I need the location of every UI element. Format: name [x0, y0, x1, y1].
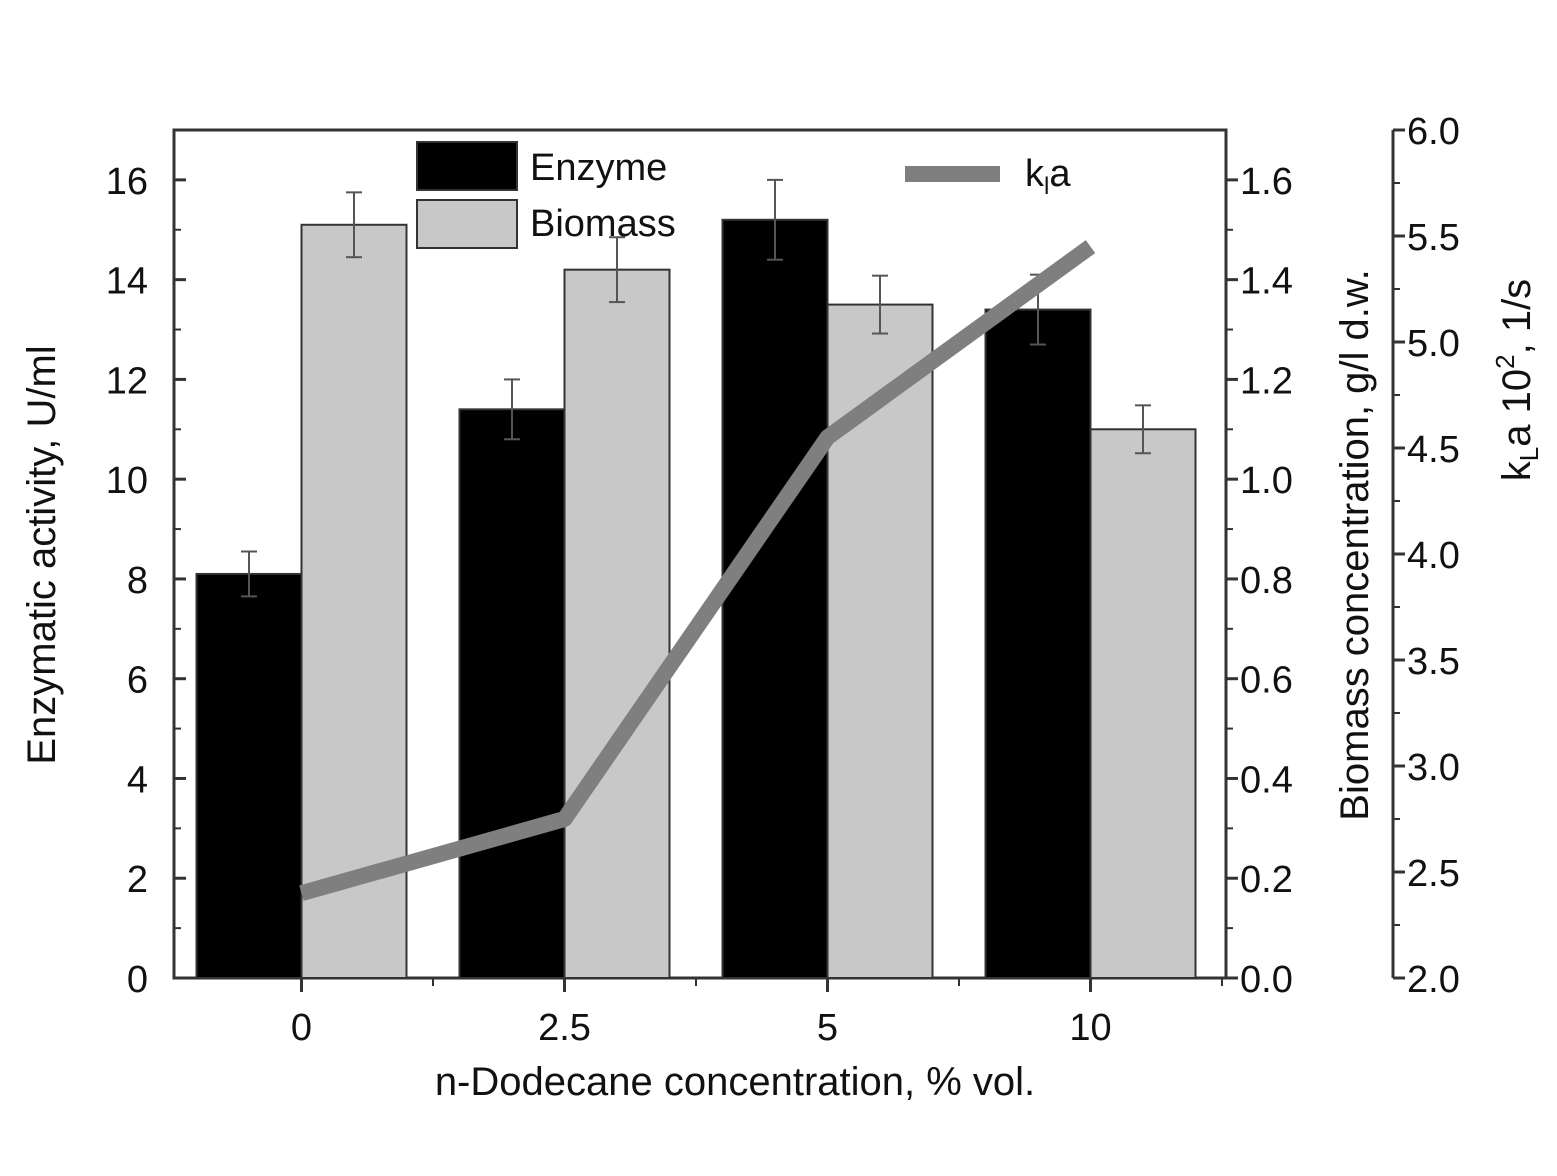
error-bar-enzyme-0: [241, 550, 257, 598]
right-axis-tick-label-5: 4.5: [1407, 429, 1460, 471]
right-axis-title-sup: 2: [1490, 354, 1520, 368]
bars-group: [195, 218, 1197, 980]
right-axis-tick-label-6: 5.0: [1407, 323, 1460, 365]
legend-kla-label: kla: [1025, 153, 1071, 200]
right-axis-tick-label-7: 5.5: [1407, 217, 1460, 259]
middle-axis: 0.0 0.2 0.4 0.6 0.8 1.0 1.2 1.4 1.6: [1226, 161, 1293, 1001]
right-axis-title-mid: a 10: [1495, 369, 1539, 447]
left-axis-tick-label-1: 2: [127, 859, 148, 901]
middle-axis-tick-label-1: 0.2: [1240, 859, 1293, 901]
right-axis-tick-label-4: 4.0: [1407, 535, 1460, 577]
middle-axis-tick-label-2: 0.4: [1240, 759, 1293, 801]
middle-axis-tick-label-7: 1.4: [1240, 261, 1293, 303]
bar-enzyme-2: [721, 218, 829, 980]
legend-enzyme-label: Enzyme: [530, 147, 667, 189]
middle-axis-tick-label-5: 1.0: [1240, 460, 1293, 502]
middle-axis-title: Biomass concentration, g/l d.w.: [1333, 269, 1377, 820]
left-axis-tick-label-8: 16: [106, 161, 148, 203]
kla-line: [299, 240, 1096, 901]
right-axis-title: kLa 102, 1/s: [1490, 279, 1544, 481]
middle-axis-tick-label-0: 0.0: [1240, 959, 1293, 1001]
left-axis-tick-label-0: 0: [127, 959, 148, 1001]
bar-enzyme-1: [458, 408, 566, 979]
legend-kla-a: a: [1049, 153, 1071, 195]
middle-axis-tick-label-3: 0.6: [1240, 660, 1293, 702]
right-axis-title-sub: L: [1514, 447, 1544, 461]
bar-biomass-3: [1089, 428, 1197, 979]
x-axis-title: n-Dodecane concentration, % vol.: [435, 1060, 1035, 1104]
left-axis-tick-label-7: 14: [106, 261, 148, 303]
legend-biomass-label: Biomass: [530, 203, 676, 245]
kla-line-group: [299, 240, 1096, 901]
bar-enzyme-3: [984, 308, 1092, 979]
x-axis: 0 2.5 5 10: [291, 978, 1223, 1049]
right-axis-tick-label-3: 3.5: [1407, 641, 1460, 683]
right-axis-tick-label-1: 2.5: [1407, 853, 1460, 895]
error-bar-biomass-3: [1135, 404, 1151, 455]
legend-kla-k: k: [1025, 153, 1045, 195]
x-axis-tick-label-1: 2.5: [538, 1007, 591, 1049]
left-axis-tick-label-2: 4: [127, 759, 148, 801]
left-axis-tick-label-4: 8: [127, 560, 148, 602]
error-bar-biomass-0: [346, 191, 362, 259]
error-bars-group: [241, 178, 1151, 598]
middle-axis-tick-label-6: 1.2: [1240, 360, 1293, 402]
right-axis: 2.0 2.5 3.0 3.5 4.0 4.5 5.0 5.5 6.0: [1393, 111, 1460, 1001]
bar-biomass-1: [563, 268, 671, 979]
legend-kla-sub: l: [1044, 173, 1049, 200]
right-axis-title-k: k: [1495, 460, 1539, 481]
error-bar-enzyme-1: [504, 378, 520, 441]
legend-enzyme-swatch: [416, 141, 518, 191]
middle-axis-tick-label-4: 0.8: [1240, 560, 1293, 602]
x-axis-tick-label-0: 0: [291, 1007, 312, 1049]
left-axis-tick-label-5: 10: [106, 460, 148, 502]
x-axis-tick-label-3: 10: [1069, 1007, 1111, 1049]
legend-biomass-swatch: [416, 199, 518, 249]
error-bar-biomass-2: [872, 274, 888, 335]
right-axis-tick-label-8: 6.0: [1407, 111, 1460, 153]
right-axis-tick-label-0: 2.0: [1407, 959, 1460, 1001]
error-bar-enzyme-2: [767, 178, 783, 261]
legend: Enzyme Biomass kla: [416, 141, 1071, 249]
bar-enzyme-0: [195, 572, 303, 979]
left-axis-title: Enzymatic activity, U/ml: [20, 345, 64, 764]
right-axis-tick-label-2: 3.0: [1407, 747, 1460, 789]
right-axis-title-end: , 1/s: [1495, 279, 1539, 355]
middle-axis-tick-label-8: 1.6: [1240, 161, 1293, 203]
left-axis-tick-label-6: 12: [106, 360, 148, 402]
left-axis: 0 2 4 6 8 10 12 14 16: [106, 161, 186, 1001]
x-axis-tick-label-2: 5: [817, 1007, 838, 1049]
error-bar-biomass-1: [609, 236, 625, 304]
left-axis-tick-label-3: 6: [127, 660, 148, 702]
